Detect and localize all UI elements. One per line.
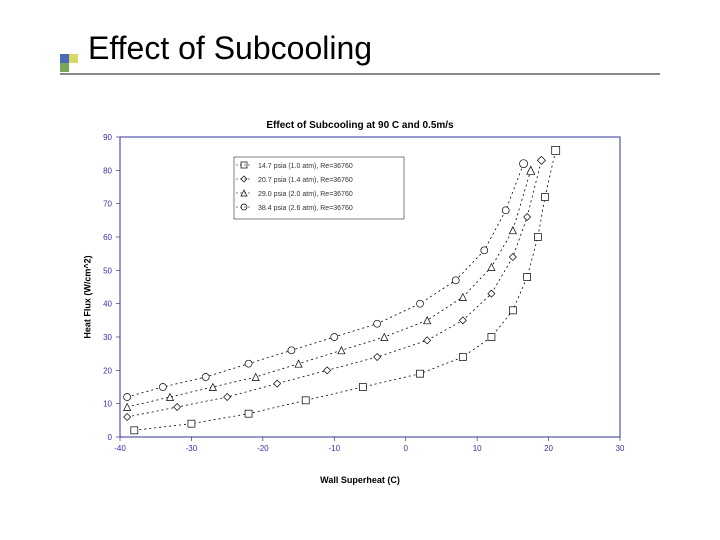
x-tick-label: 20 xyxy=(544,444,553,453)
marker-diamond xyxy=(274,380,281,387)
marker-square xyxy=(417,370,424,377)
marker-square xyxy=(131,427,138,434)
marker-diamond xyxy=(124,414,131,421)
marker-circle xyxy=(202,374,209,381)
y-tick-label: 90 xyxy=(103,133,112,142)
marker-triangle xyxy=(295,360,302,367)
x-tick-label: 30 xyxy=(616,444,625,453)
marker-circle xyxy=(417,300,424,307)
marker-square xyxy=(359,384,366,391)
y-tick-label: 20 xyxy=(103,366,112,375)
legend-label: 29.0 psia (2.0 atm), Re=36760 xyxy=(258,191,353,198)
marker-diamond xyxy=(537,156,545,164)
marker-triangle xyxy=(167,394,174,401)
y-tick-label: 50 xyxy=(103,266,112,275)
y-tick-label: 60 xyxy=(103,233,112,242)
marker-square xyxy=(488,334,495,341)
slide-title: Effect of Subcooling xyxy=(88,30,660,67)
y-tick-label: 70 xyxy=(103,200,112,209)
legend-label: 38.4 psia (2.6 atm), Re=36760 xyxy=(258,205,353,212)
plot-area: Heat Flux (W/cm^2) Wall Superheat (C) 01… xyxy=(80,137,640,457)
y-tick-label: 80 xyxy=(103,166,112,175)
x-tick-label: 0 xyxy=(403,444,408,453)
slide-title-wrap: Effect of Subcooling xyxy=(60,30,660,75)
marker-triangle xyxy=(338,347,345,354)
marker-square xyxy=(524,274,531,281)
marker-circle xyxy=(288,347,295,354)
y-tick-label: 30 xyxy=(103,333,112,342)
legend-label: 14.7 psia (1.0 atm), Re=36760 xyxy=(258,163,353,170)
marker-triangle xyxy=(124,404,131,411)
marker-square xyxy=(534,234,541,241)
marker-diamond xyxy=(224,394,231,401)
marker-triangle xyxy=(424,317,431,324)
marker-triangle xyxy=(252,374,259,381)
marker-diamond xyxy=(174,404,181,411)
marker-square xyxy=(552,146,560,154)
marker-diamond xyxy=(524,214,531,221)
marker-diamond xyxy=(324,367,331,374)
x-tick-label: 10 xyxy=(473,444,482,453)
marker-triangle xyxy=(209,384,216,391)
x-tick-label: -20 xyxy=(257,444,269,453)
marker-circle xyxy=(481,247,488,254)
x-axis-label: Wall Superheat (C) xyxy=(320,475,400,485)
y-tick-label: 0 xyxy=(108,433,113,442)
y-tick-label: 10 xyxy=(103,400,112,409)
marker-triangle xyxy=(459,294,466,301)
chart-title: Effect of Subcooling at 90 C and 0.5m/s xyxy=(80,120,640,131)
marker-circle xyxy=(331,334,338,341)
marker-triangle xyxy=(488,264,495,271)
marker-circle xyxy=(124,394,131,401)
y-axis-label: Heat Flux (W/cm^2) xyxy=(83,255,93,338)
marker-diamond xyxy=(509,254,516,261)
marker-square xyxy=(509,307,516,314)
legend-label: 20.7 psia (1.4 atm), Re=36760 xyxy=(258,177,353,184)
marker-circle xyxy=(245,360,252,367)
y-tick-label: 40 xyxy=(103,300,112,309)
marker-triangle xyxy=(381,334,388,341)
marker-triangle xyxy=(509,227,516,234)
marker-square xyxy=(302,397,309,404)
marker-diamond xyxy=(424,337,431,344)
marker-square xyxy=(245,410,252,417)
marker-circle xyxy=(520,160,528,168)
marker-square xyxy=(188,420,195,427)
x-tick-label: -10 xyxy=(329,444,341,453)
chart-container: Effect of Subcooling at 90 C and 0.5m/s … xyxy=(80,120,640,480)
marker-square xyxy=(459,354,466,361)
chart-svg: 0102030405060708090-40-30-20-10010203014… xyxy=(120,137,620,437)
marker-square xyxy=(542,194,549,201)
marker-circle xyxy=(502,207,509,214)
x-tick-label: -40 xyxy=(114,444,126,453)
marker-circle xyxy=(452,277,459,284)
marker-triangle xyxy=(527,166,535,174)
marker-diamond xyxy=(459,317,466,324)
marker-circle xyxy=(159,384,166,391)
x-tick-label: -30 xyxy=(186,444,198,453)
marker-diamond xyxy=(374,354,381,361)
marker-circle xyxy=(374,320,381,327)
